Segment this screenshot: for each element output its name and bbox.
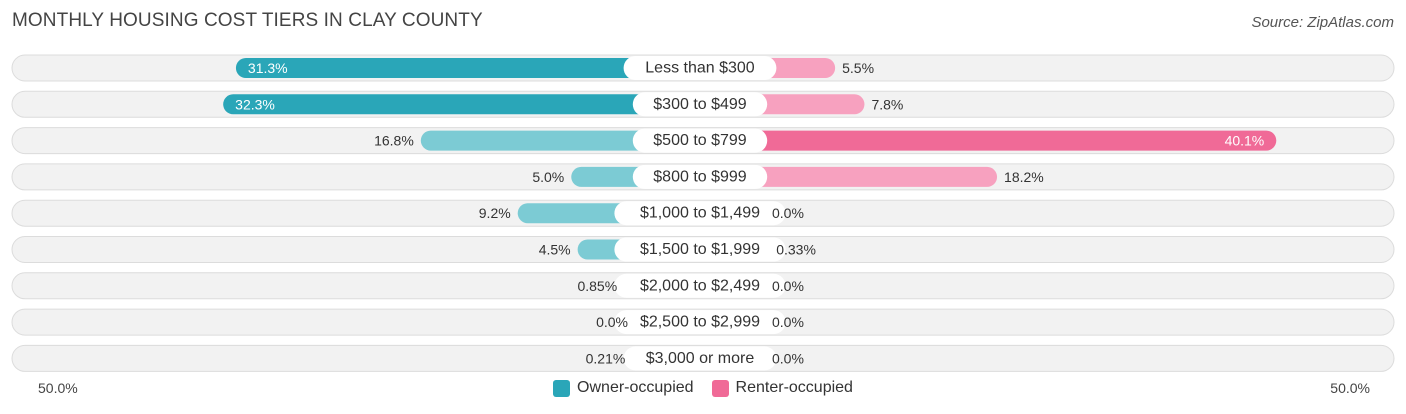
category-label: $1,500 to $1,999 <box>640 241 760 258</box>
value-label-owner: 4.5% <box>539 242 571 258</box>
legend-swatch-renter <box>711 379 729 397</box>
bar-owner-occupied <box>235 58 701 78</box>
value-label-renter: 7.8% <box>871 96 903 112</box>
category-pill <box>623 56 777 80</box>
value-label-renter: 18.2% <box>1004 169 1044 185</box>
category-label: $800 to $999 <box>653 168 747 185</box>
chart-title: MONTHLY HOUSING COST TIERS IN CLAY COUNT… <box>12 10 483 31</box>
value-label-renter: 0.0% <box>772 278 804 294</box>
category-label: $500 to $799 <box>653 132 747 149</box>
bar-owner-occupied <box>223 94 701 115</box>
value-label-owner: 31.3% <box>248 60 288 76</box>
value-label-owner: 0.0% <box>596 314 628 330</box>
bar-owner-occupied <box>420 130 700 151</box>
bar-renter-occupied <box>700 130 1277 151</box>
value-label-owner: 32.3% <box>235 96 275 112</box>
category-label: $1,000 to $1,499 <box>640 205 760 222</box>
legend-label-owner: Owner-occupied <box>577 379 694 396</box>
legend-item-owner: Owner-occupied <box>553 379 694 397</box>
category-label: $300 to $499 <box>653 96 747 113</box>
axis-left-label: 50.0% <box>38 380 78 396</box>
category-label: $2,000 to $2,499 <box>640 277 760 294</box>
category-pill <box>614 310 786 335</box>
legend-item-renter: Renter-occupied <box>711 379 853 397</box>
value-label-renter: 5.5% <box>842 60 874 76</box>
value-label-owner: 0.21% <box>586 350 626 366</box>
category-pill <box>632 164 768 189</box>
value-label-renter: 0.0% <box>772 350 804 366</box>
category-pill <box>614 201 786 226</box>
chart-source: Source: ZipAtlas.com <box>1251 14 1394 31</box>
value-label-renter: 0.0% <box>772 205 804 221</box>
category-pill <box>614 273 786 298</box>
value-label-owner: 9.2% <box>479 205 511 221</box>
value-label-renter: 0.0% <box>772 314 804 330</box>
value-label-owner: 16.8% <box>374 133 414 149</box>
legend-swatch-owner <box>553 379 571 397</box>
category-pill <box>614 237 786 262</box>
value-label-renter: 40.1% <box>1225 133 1265 149</box>
legend-label-renter: Renter-occupied <box>735 379 853 396</box>
bar-renter-occupied <box>700 166 998 187</box>
value-label-renter: 0.33% <box>776 242 816 258</box>
category-label: $2,500 to $2,999 <box>640 314 760 331</box>
category-pill <box>623 346 777 371</box>
category-pill <box>632 128 768 153</box>
legend: Owner-occupied Renter-occupied <box>0 379 1406 397</box>
category-label: $3,000 or more <box>646 350 755 367</box>
axis-right-label: 50.0% <box>1330 380 1370 396</box>
value-label-owner: 0.85% <box>577 278 617 294</box>
category-label: Less than $300 <box>645 60 755 77</box>
value-label-owner: 5.0% <box>532 169 564 185</box>
category-pill <box>632 92 768 117</box>
